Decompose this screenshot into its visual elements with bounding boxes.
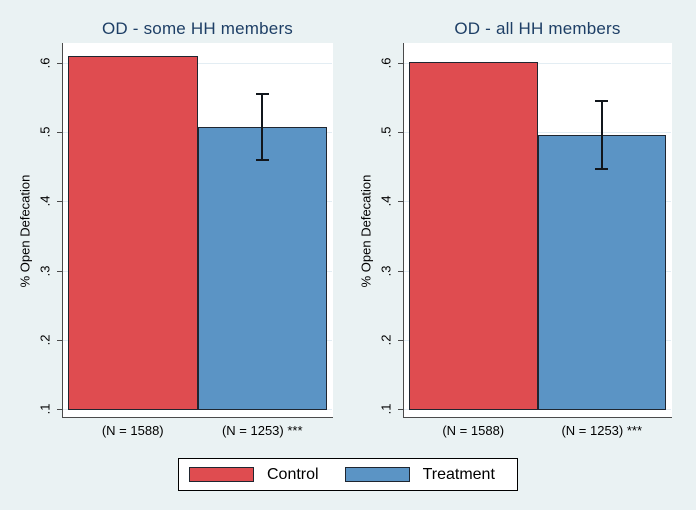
error-bar-cap-top	[595, 100, 609, 103]
y-tick-label: .2	[37, 334, 53, 346]
y-tick	[57, 270, 62, 272]
y-tick	[398, 132, 403, 134]
bar-treatment	[197, 127, 327, 410]
bar-control	[409, 62, 538, 410]
y-tick	[398, 201, 403, 203]
y-tick	[57, 339, 62, 341]
bar-treatment	[537, 134, 666, 410]
y-tick	[57, 63, 62, 64]
error-bar-cap-top	[255, 93, 269, 96]
error-bar-line	[600, 101, 603, 169]
x-category-label: (N = 1253) ***	[221, 423, 303, 438]
y-tick	[57, 409, 62, 410]
y-tick-label: .3	[378, 265, 394, 277]
y-tick-label: .6	[37, 57, 53, 69]
x-category-label: (N = 1588)	[442, 423, 505, 438]
error-bar-cap-bottom	[255, 158, 269, 161]
error-bar-cap-bottom	[595, 167, 609, 170]
y-tick	[398, 63, 403, 64]
y-tick-label: .5	[378, 126, 394, 138]
y-tick	[398, 339, 403, 341]
legend-item-control: Control	[189, 466, 319, 484]
legend-item-treatment: Treatment	[344, 465, 495, 484]
panel-title-left: OD - some HH members	[101, 19, 294, 38]
legend-label-treatment: Treatment	[422, 465, 495, 483]
y-tick-label: .1	[378, 403, 394, 415]
y-axis-title: % Open Defecation	[358, 174, 374, 287]
y-tick	[398, 270, 403, 272]
control-swatch	[189, 467, 254, 482]
y-axis-title: % Open Defecation	[17, 174, 33, 287]
gridline	[63, 63, 332, 64]
legend: Control Treatment	[178, 458, 518, 491]
y-tick-label: .4	[378, 195, 394, 207]
x-category-label: (N = 1588)	[101, 423, 164, 438]
y-tick	[57, 201, 62, 203]
error-bar-line	[261, 94, 264, 160]
y-tick-label: .5	[37, 126, 53, 138]
bar-control	[68, 56, 198, 410]
legend-label-control: Control	[267, 465, 319, 483]
y-tick	[398, 409, 403, 410]
x-category-label: (N = 1253) ***	[561, 423, 643, 438]
y-tick-label: .2	[378, 334, 394, 346]
gridline	[404, 132, 671, 134]
y-tick-label: .4	[37, 195, 53, 207]
y-tick-label: .1	[37, 403, 53, 415]
y-tick	[57, 132, 62, 134]
panel-title-right: OD - all HH members	[454, 19, 621, 38]
y-tick-label: .3	[37, 265, 53, 277]
treatment-swatch	[344, 467, 410, 482]
gridline	[404, 63, 671, 64]
y-tick-label: .6	[378, 57, 394, 69]
